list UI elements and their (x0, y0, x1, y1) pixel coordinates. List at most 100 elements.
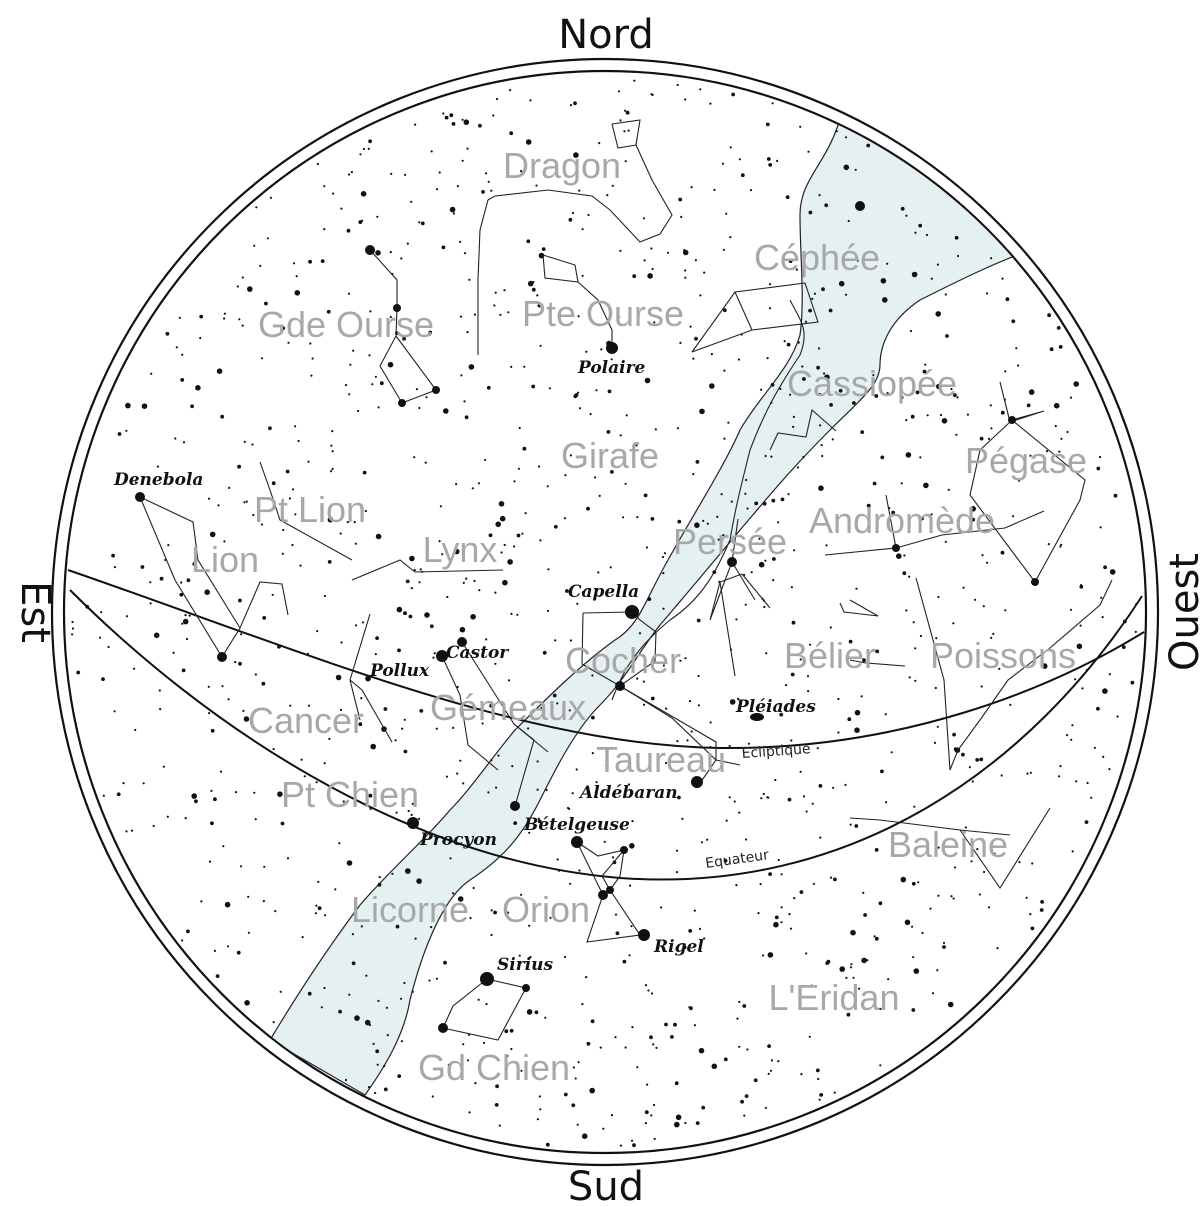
star (880, 278, 887, 284)
star (701, 1105, 706, 1110)
star (577, 1061, 580, 1064)
star (875, 649, 880, 654)
star (534, 1010, 539, 1015)
star (947, 488, 950, 491)
label-gemeaux: Gémeaux (430, 687, 586, 728)
star (184, 817, 187, 820)
star (771, 498, 776, 503)
star (867, 653, 871, 656)
star (819, 1093, 824, 1097)
star (636, 516, 639, 519)
star (797, 341, 800, 344)
star (260, 523, 264, 526)
star (996, 947, 999, 950)
star (553, 524, 558, 529)
star (769, 1069, 773, 1072)
star (950, 895, 953, 898)
star (1071, 724, 1074, 727)
star (259, 264, 262, 267)
star (401, 727, 404, 730)
gd-chien-star (522, 984, 530, 992)
star (208, 712, 211, 715)
star (615, 931, 620, 936)
star (279, 990, 282, 993)
star (816, 747, 819, 750)
star (571, 1103, 576, 1108)
star (847, 717, 852, 722)
star (692, 473, 695, 476)
star (917, 881, 920, 884)
star (746, 507, 749, 510)
star (347, 292, 351, 295)
star (238, 598, 242, 603)
star (829, 876, 833, 879)
star (602, 1127, 605, 1130)
star (1030, 926, 1035, 931)
star (763, 605, 766, 609)
star (673, 1022, 677, 1027)
star (585, 350, 588, 353)
star (923, 482, 929, 489)
star (980, 685, 983, 688)
orion-star (606, 886, 614, 894)
star (818, 194, 821, 197)
star (861, 957, 867, 964)
star (223, 540, 226, 543)
star (216, 368, 223, 375)
star (308, 259, 312, 264)
star (937, 846, 940, 849)
star (323, 228, 326, 231)
star (261, 357, 264, 360)
star (796, 466, 800, 469)
star (219, 770, 223, 773)
star (518, 897, 522, 901)
star (703, 271, 706, 274)
star (729, 699, 736, 705)
star (348, 393, 351, 396)
label-poissons: Poissons (930, 635, 1076, 676)
star (228, 486, 231, 489)
star (693, 909, 696, 912)
star (360, 697, 363, 700)
star (471, 487, 474, 490)
star (879, 1007, 882, 1011)
star (849, 823, 852, 826)
label-pegase: Pégase (965, 440, 1087, 481)
star (490, 189, 493, 192)
star (738, 158, 741, 161)
star (1058, 775, 1061, 778)
star (445, 775, 448, 778)
star (918, 223, 923, 228)
star (1116, 715, 1119, 718)
star (591, 752, 594, 755)
star (764, 559, 767, 562)
star (792, 425, 795, 428)
star (711, 1063, 718, 1070)
star (365, 675, 371, 682)
star (291, 543, 294, 547)
star (807, 150, 810, 153)
star (770, 1059, 774, 1062)
star (882, 297, 888, 303)
star (240, 633, 243, 636)
star (1121, 645, 1126, 649)
andromede-star (892, 544, 900, 552)
star (624, 109, 627, 112)
star (811, 802, 814, 805)
star (192, 562, 197, 566)
star (643, 703, 646, 706)
star (346, 521, 349, 524)
star (162, 765, 165, 768)
star (848, 639, 853, 644)
star (294, 513, 297, 516)
star (546, 485, 549, 488)
star (937, 595, 940, 599)
star (556, 858, 559, 861)
star (1080, 584, 1083, 587)
star (339, 532, 342, 535)
star (606, 430, 611, 434)
star (611, 856, 615, 859)
star (1025, 896, 1028, 899)
star (414, 937, 417, 940)
